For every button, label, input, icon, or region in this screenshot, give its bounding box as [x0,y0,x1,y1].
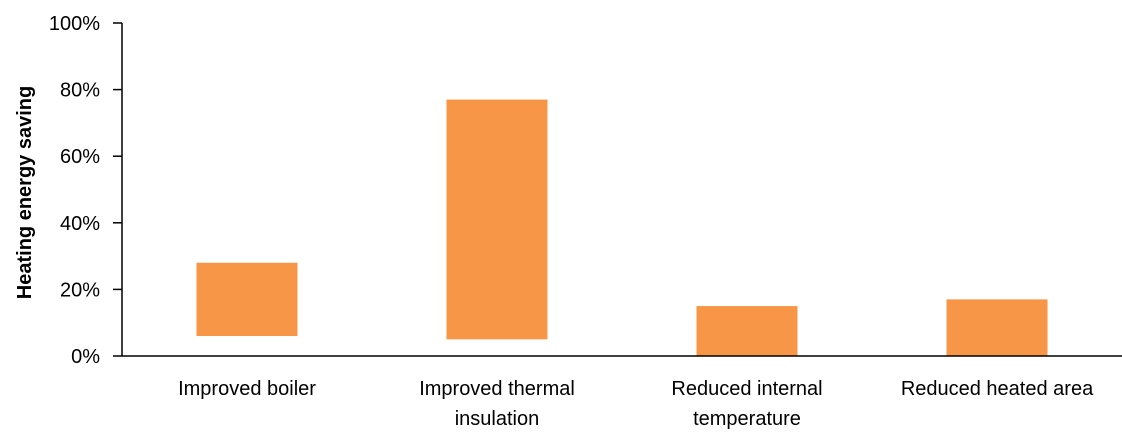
y-axis-ticks: 0% 20% 40% 60% 80% 100% [49,13,122,368]
bar [946,299,1048,356]
x-category-label: Reduced heated area [901,378,1094,400]
y-tick-label: 40% [60,213,100,235]
y-tick-label: 100% [49,13,100,35]
x-category-label: temperature [693,408,801,430]
bar [696,306,798,356]
x-category-label: Reduced internal [671,378,822,400]
x-category-label: Improved boiler [178,378,316,400]
x-category-label: insulation [455,408,540,430]
y-tick-label: 20% [60,279,100,301]
x-axis-labels: Improved boiler Improved thermal insulatio… [178,378,1094,430]
bar [446,99,548,340]
x-category-label: Improved thermal [419,378,575,400]
bar [196,262,298,337]
y-tick-label: 60% [60,146,100,168]
bars [196,99,1048,356]
y-axis-title-group: Heating energy saving [14,86,36,299]
y-axis-title: Heating energy saving [14,86,36,299]
y-tick-label: 80% [60,80,100,102]
y-tick-label: 0% [71,346,100,368]
